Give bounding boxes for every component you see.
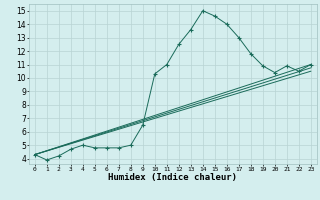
X-axis label: Humidex (Indice chaleur): Humidex (Indice chaleur) [108, 173, 237, 182]
